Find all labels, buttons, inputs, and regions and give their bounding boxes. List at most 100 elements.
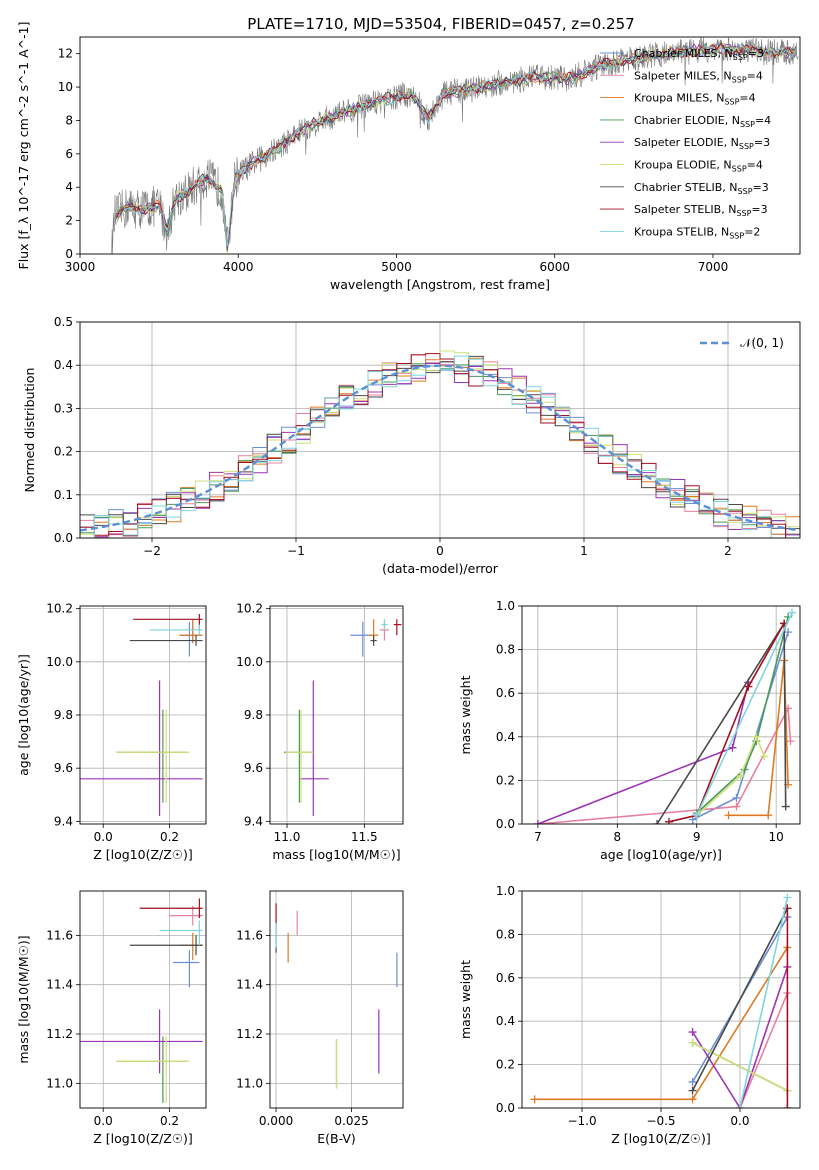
y-tick-label: 2	[65, 214, 73, 228]
plus-marker	[784, 628, 793, 637]
x-tick-label: 6000	[539, 260, 570, 274]
y-tick-label: 0.8	[496, 643, 515, 657]
y-tick-label: 0.0	[496, 817, 515, 831]
plus-marker	[735, 1104, 744, 1108]
x-tick-label: 2	[724, 544, 732, 558]
y-tick-label: 10.0	[46, 655, 73, 669]
plus-marker	[688, 1095, 697, 1104]
weight-line-salpeter-stelib	[668, 623, 785, 823]
weight-line-kroupa-miles	[728, 660, 789, 817]
grid	[270, 606, 403, 824]
y-tick-label: 11.2	[236, 1027, 263, 1041]
panel-weight_vs_age: 7 8 9 10 0.0 0.2 0.4 0.6 0.8 1.0 age [log10(age/yr…	[458, 599, 801, 862]
plus-marker	[732, 802, 741, 811]
y-tick-label: 9.6	[244, 761, 263, 775]
y-tick-label: 11.6	[236, 928, 263, 942]
x-tick-label: 7000	[698, 260, 729, 274]
legend-entry: Chabrier ELODIE, NSSP=4	[634, 114, 771, 129]
axes-frame	[79, 605, 207, 825]
y-tick-label: 11.6	[46, 928, 73, 942]
x-tick-label: −1.0	[567, 1114, 596, 1128]
grid	[80, 606, 206, 824]
y-tick-label: 9.4	[54, 814, 73, 828]
x-tick-label: 9	[693, 830, 701, 844]
legend-entry: Salpeter MILES, NSSP=4	[634, 69, 763, 84]
plus-marker	[781, 802, 790, 811]
legend-entry: Chabrier MILES, NSSP=3	[634, 47, 764, 62]
y-tick-label: 0.1	[54, 488, 73, 502]
spectrum-legend: Chabrier MILES, NSSP=3 Salpeter MILES, NS…	[600, 47, 771, 240]
panel-mass_vs_Z: 0.0 0.2 11.0 11.2 11.4 11.6 Z [log10(Z/Z☉)] mas…	[16, 890, 207, 1146]
x-axis-label: mass [log10(M/M☉)]	[272, 847, 400, 862]
x-tick-label: 0.2	[160, 830, 179, 844]
plus-marker	[736, 772, 745, 781]
y-axis-label: Flux [f_λ 10^-17 erg cm^-2 s^-1 A^-1]	[16, 22, 31, 270]
y-tick-label: 10.2	[46, 602, 73, 616]
legend-entry: Kroupa ELODIE, NSSP=4	[634, 159, 763, 174]
gaussian-legend-label: 𝒩(0, 1)	[740, 336, 784, 350]
plus-marker	[728, 743, 737, 752]
weight-line-kroupa-stelib	[695, 612, 793, 816]
x-tick-label: 0.0	[94, 830, 113, 844]
panels: 3000 4000 5000 6000 7000024681012wavelength …	[16, 22, 801, 1146]
panel-residuals: −2 −1 0 1 2 0.0 0.1 0.2 0.3 0.4 0.5 (data-model)/er…	[22, 315, 801, 576]
axes-frame	[79, 321, 801, 539]
x-tick-label: −1	[287, 544, 305, 558]
axes-frame	[521, 605, 801, 825]
weight-line-kroupa-stelib	[739, 897, 789, 1108]
weight-line-salpeter-elodie	[691, 966, 789, 1108]
x-tick-label: 10	[769, 830, 784, 844]
plus-marker	[688, 1077, 697, 1086]
y-tick-label: 10.0	[236, 655, 263, 669]
plus-marker	[786, 737, 795, 746]
x-axis-label: E(B-V)	[317, 1131, 356, 1146]
plus-marker	[783, 1104, 792, 1108]
y-tick-label: 0.6	[496, 971, 515, 985]
y-tick-label: 0.2	[496, 773, 515, 787]
y-tick-label: 0.4	[496, 1014, 515, 1028]
x-axis-label: Z [log10(Z/Z☉)]	[611, 1131, 711, 1146]
plus-marker	[664, 817, 673, 824]
plot-area	[80, 350, 800, 538]
x-axis-label: Z [log10(Z/Z☉)]	[93, 847, 193, 862]
weight-line-salpeter-elodie	[537, 682, 750, 824]
plot-area	[530, 893, 792, 1108]
gaussian-curve	[80, 364, 800, 532]
axes-frame	[79, 36, 801, 255]
weight-line-kroupa-elodie	[692, 1042, 788, 1092]
x-tick-label: 3000	[65, 260, 96, 274]
x-tick-label: 8	[613, 830, 621, 844]
legend-entry: Kroupa MILES, NSSP=4	[634, 92, 756, 107]
y-tick-label: 11.0	[236, 1076, 263, 1090]
y-tick-label: 0.6	[496, 686, 515, 700]
plus-marker	[688, 1028, 697, 1037]
x-tick-label: 5000	[381, 260, 412, 274]
y-tick-label: 1.0	[496, 599, 515, 613]
plus-marker	[533, 820, 542, 824]
panel-mass_vs_ebv: 0.000 0.025 11.0 11.2 11.4 11.6 E(B-V)	[236, 890, 404, 1146]
model-spectrum-kroupa-stelib	[116, 43, 797, 247]
plot-area	[80, 613, 203, 817]
legend-entry: Kroupa STELIB, NSSP=2	[634, 225, 760, 240]
x-axis-label: Z [log10(Z/Z☉)]	[93, 1131, 193, 1146]
axes-frame	[269, 605, 404, 825]
histogram-kroupa-elodie	[80, 350, 800, 538]
plus-marker	[760, 752, 769, 761]
panel-age_vs_mass: 11.0 11.5 9.4 9.6 9.8 10.0 10.2 mass [log10(M/M…	[236, 602, 404, 862]
y-tick-label: 0.5	[54, 315, 73, 329]
plus-marker	[783, 893, 792, 902]
weight-line-salpeter-miles	[537, 705, 792, 824]
x-tick-label: 0.2	[160, 1114, 179, 1128]
y-tick-label: 0.2	[496, 1058, 515, 1072]
y-axis-label: mass weight	[458, 960, 473, 1039]
plot-area	[275, 903, 398, 1089]
weight-line-chabrier-stelib	[691, 908, 789, 1091]
legend-entry: Chabrier STELIB, NSSP=3	[634, 181, 769, 196]
y-tick-label: 0.2	[54, 445, 73, 459]
plot-area	[80, 898, 203, 1104]
plus-marker	[688, 1038, 697, 1047]
y-tick-label: 11.2	[46, 1027, 73, 1041]
axes-frame	[521, 890, 801, 1109]
grid	[80, 891, 206, 1108]
weight-line-salpeter-miles	[739, 992, 789, 1108]
